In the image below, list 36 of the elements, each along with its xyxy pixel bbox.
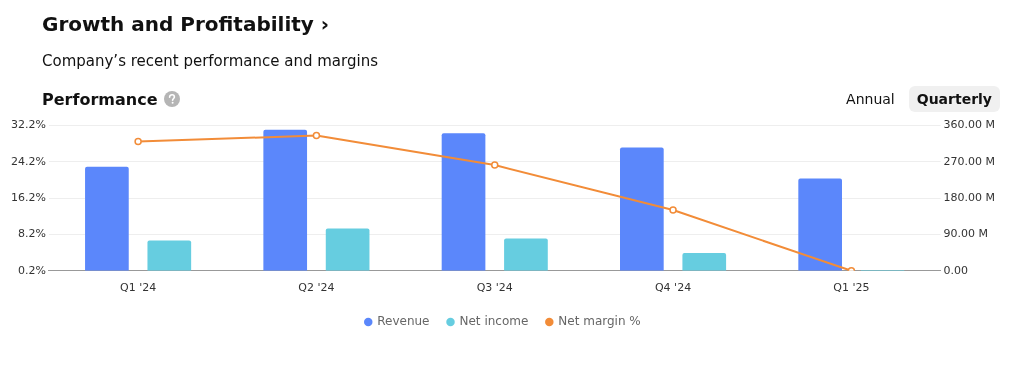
x-tick-label: Q1 '24 bbox=[120, 281, 157, 295]
y2-tick-label: 270.00 M bbox=[943, 154, 996, 168]
y-tick-label: 16.2% bbox=[10, 191, 46, 205]
bar bbox=[147, 240, 192, 271]
text: Annual bbox=[845, 90, 896, 109]
chart-title: Growth and Profitability › bbox=[42, 12, 331, 36]
bar bbox=[85, 166, 129, 271]
point bbox=[134, 137, 142, 146]
text: Quarterly bbox=[908, 86, 1000, 112]
y2-tick-label: 180.00 M bbox=[943, 191, 996, 205]
bar bbox=[504, 238, 548, 271]
x-tick-label: Q4 '24 bbox=[654, 281, 692, 295]
x-tick-label: Q2 '24 bbox=[298, 281, 335, 295]
chart-subtitle: Company’s recent performance and margins bbox=[42, 52, 379, 70]
point bbox=[669, 206, 677, 214]
bar bbox=[620, 147, 664, 271]
point bbox=[312, 131, 321, 140]
y-tick-label: 24.2% bbox=[10, 154, 46, 168]
y-tick-label: 8.2% bbox=[17, 227, 46, 241]
y2-tick-label: 360.00 M bbox=[943, 118, 996, 132]
legend-label: Net income bbox=[459, 314, 529, 329]
point bbox=[490, 161, 499, 169]
y2-tick-label: 90.00 M bbox=[943, 227, 989, 241]
bar bbox=[263, 129, 308, 271]
x-tick-label: Q3 '24 bbox=[476, 281, 513, 295]
text: Performance bbox=[42, 89, 158, 109]
y-tick-label: 32.2% bbox=[10, 118, 46, 132]
bar bbox=[325, 228, 370, 271]
bar bbox=[798, 178, 842, 271]
x-tick-label: Q1 '25 bbox=[833, 281, 870, 295]
legend-label: Net margin % bbox=[558, 314, 641, 329]
y2-tick-label: 0.00 bbox=[943, 263, 969, 277]
bar bbox=[441, 133, 486, 271]
y-tick-label: 0.2% bbox=[17, 263, 46, 277]
bar bbox=[682, 253, 727, 271]
legend-label: Revenue bbox=[377, 314, 430, 329]
